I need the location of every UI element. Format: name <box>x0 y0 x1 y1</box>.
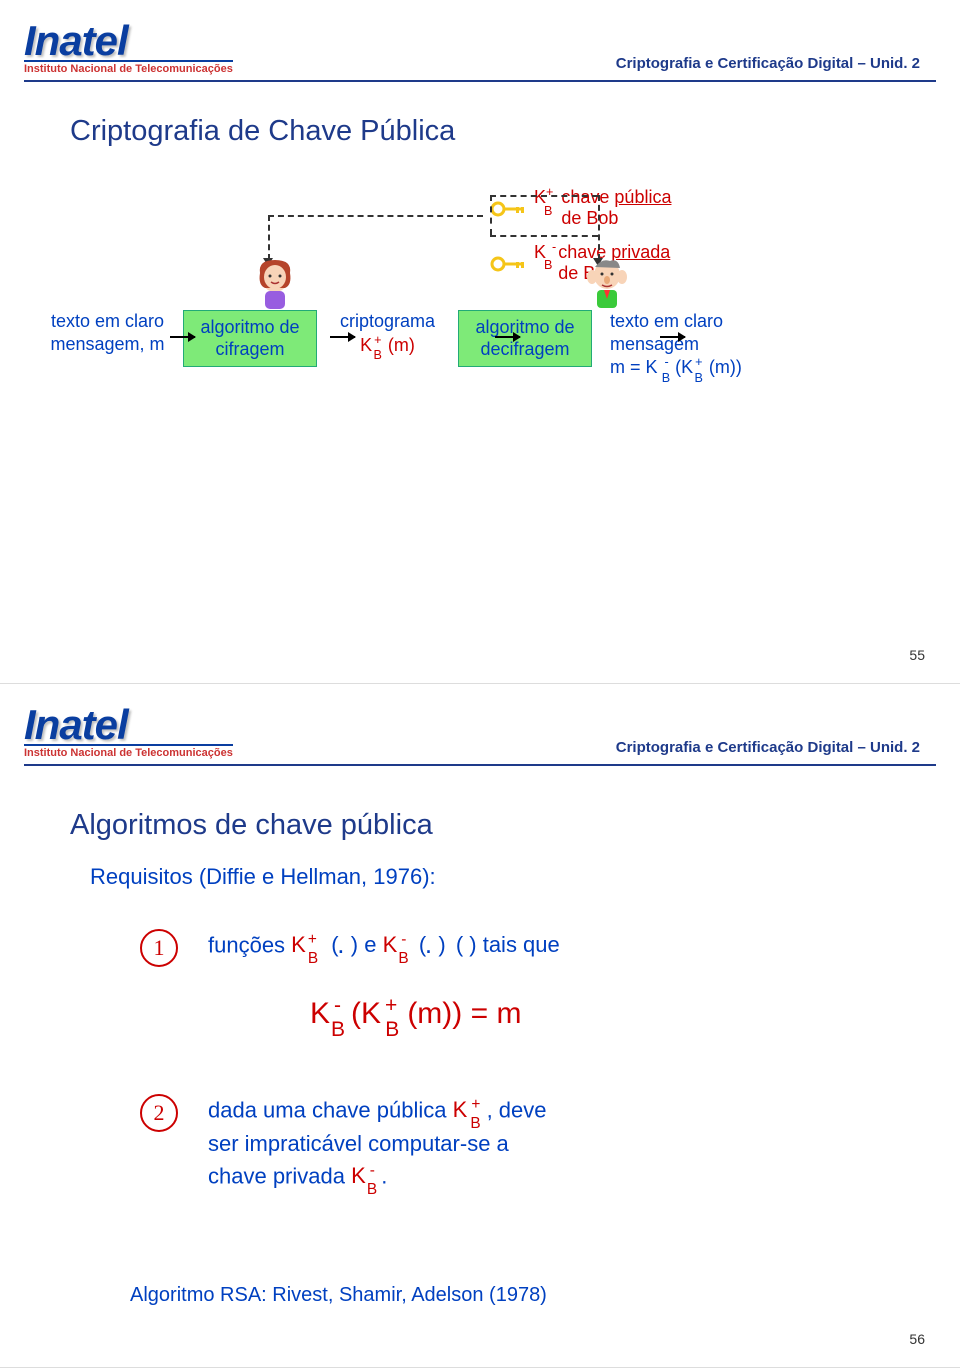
header-right: Criptografia e Certificação Digital – Un… <box>616 55 920 72</box>
slide-56: Inatel Instituto Nacional de Telecomunic… <box>0 684 960 1368</box>
requirement-2: 2 dada uma chave pública K+B, deve ser i… <box>140 1094 547 1195</box>
req-text: dada uma chave pública K+B, deve ser imp… <box>208 1094 547 1195</box>
logo-sub: Instituto Nacional de Telecomunicações <box>24 744 233 759</box>
footer-note: Algoritmo RSA: Rivest, Shamir, Adelson (… <box>130 1284 547 1307</box>
ciphertext-label: criptograma K+B(m) <box>325 310 450 360</box>
dashed-line <box>598 195 600 260</box>
header-rule <box>24 80 936 82</box>
arrow-icon <box>660 336 685 338</box>
legend-private-symbol: K- B <box>534 240 550 287</box>
plaintext-in-label: texto em claromensagem, m <box>40 310 175 355</box>
key-icon <box>490 198 526 219</box>
dashed-line <box>268 215 270 260</box>
logo: Inatel Instituto Nacional de Telecomunic… <box>24 704 233 759</box>
logo-main: Inatel <box>24 704 233 746</box>
legend-public-text: chave pública de Bob <box>561 187 671 229</box>
legend-public-symbol: K+ B <box>534 185 553 232</box>
dashed-line <box>268 215 483 217</box>
arrow-icon <box>495 336 520 338</box>
logo-sub: Instituto Nacional de Telecomunicações <box>24 60 233 75</box>
key-icon <box>490 252 526 273</box>
alice-figure <box>250 255 300 315</box>
slide-number: 55 <box>909 647 925 663</box>
bob-figure <box>580 255 635 315</box>
dashed-line <box>490 195 492 235</box>
dashed-line <box>490 235 598 237</box>
decipher-box: algoritmo dedecifragem <box>458 310 592 367</box>
slide-number: 56 <box>909 1331 925 1347</box>
cipher-box: algoritmo decifragem <box>183 310 317 367</box>
slide-title: Criptografia de Chave Pública <box>70 115 455 148</box>
req-text: funções K+B (. ) e K-B (. ) ( ) tais que <box>208 929 560 964</box>
plaintext-out-label: texto em claro mensagem m = K -B(K+B(m)) <box>610 310 800 382</box>
slide-title: Algoritmos de chave pública <box>70 809 433 842</box>
flow-diagram: texto em claromensagem, m algoritmo deci… <box>40 310 920 382</box>
requirement-1: 1 funções K+B (. ) e K-B (. ) ( ) tais q… <box>140 929 560 967</box>
arrow-icon <box>170 336 195 338</box>
header-right: Criptografia e Certificação Digital – Un… <box>616 739 920 756</box>
req1-formula: K-B(K+B(m)) = m <box>310 994 521 1036</box>
req-number: 1 <box>140 929 178 967</box>
legend-public-row: K+ B chave pública de Bob <box>490 185 671 232</box>
header-rule <box>24 764 936 766</box>
arrow-icon <box>330 336 355 338</box>
req-number: 2 <box>140 1094 178 1132</box>
slide-subtitle: Requisitos (Diffie e Hellman, 1976): <box>90 864 436 890</box>
dashed-line <box>490 195 598 197</box>
slide-55: Inatel Instituto Nacional de Telecomunic… <box>0 0 960 684</box>
logo: Inatel Instituto Nacional de Telecomunic… <box>24 20 233 75</box>
logo-main: Inatel <box>24 20 233 62</box>
